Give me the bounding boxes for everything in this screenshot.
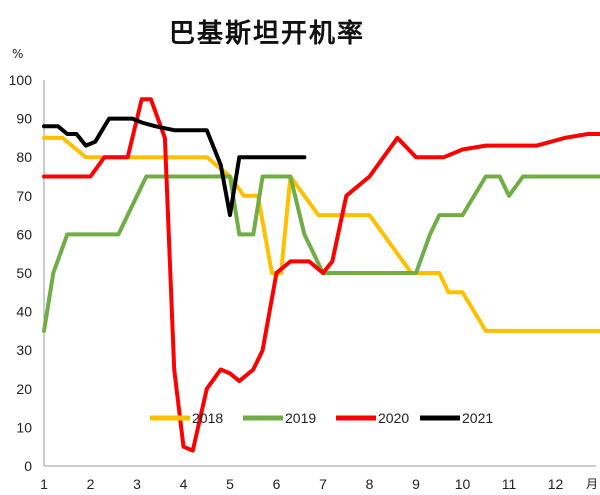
series-line-2021 — [42, 116, 307, 218]
y-tick-label: 40 — [16, 304, 32, 320]
y-tick-label: 50 — [16, 265, 32, 281]
x-tick-label: 7 — [319, 476, 327, 492]
x-tick-label: 8 — [366, 476, 374, 492]
x-tick-label: 10 — [455, 476, 471, 492]
x-tick-label: 2 — [87, 476, 95, 492]
x-axis-unit: 月 — [586, 477, 598, 491]
series-line-2018 — [42, 135, 600, 333]
series-layer — [42, 97, 600, 453]
x-tick-label: 4 — [180, 476, 188, 492]
legend-label-2020: 2020 — [378, 410, 409, 426]
y-axis-unit: % — [12, 47, 23, 61]
series-line-2020 — [42, 97, 600, 453]
x-tick-label: 1 — [40, 476, 48, 492]
x-tick-label: 11 — [502, 476, 517, 492]
legend-label-2019: 2019 — [285, 410, 316, 426]
chart-title: 巴基斯坦开机率 — [169, 18, 365, 49]
x-tick-label: 3 — [133, 476, 141, 492]
x-tick-label: 6 — [273, 476, 281, 492]
legend: 2018 2019 2020 2021 — [150, 410, 493, 426]
x-tick-labels: 1 2 3 4 5 6 7 8 9 10 11 12 — [40, 476, 563, 492]
series-line-2019 — [42, 174, 600, 333]
y-tick-label: 60 — [16, 226, 32, 242]
legend-label-2018: 2018 — [192, 410, 223, 426]
y-tick-label: 20 — [16, 381, 32, 397]
y-tick-labels: 0 10 20 30 40 50 60 70 80 90 100 — [9, 72, 33, 474]
legend-label-2021: 2021 — [462, 410, 493, 426]
y-tick-label: 30 — [16, 342, 32, 358]
y-tick-label: 70 — [16, 188, 32, 204]
y-tick-label: 10 — [16, 419, 32, 435]
y-tick-label: 90 — [16, 111, 32, 127]
x-tick-label: 5 — [226, 476, 234, 492]
y-tick-label: 0 — [24, 458, 32, 474]
x-tick-label: 9 — [412, 476, 420, 492]
y-tick-label: 100 — [9, 72, 33, 88]
x-tick-label: 12 — [548, 476, 564, 492]
y-tick-label: 80 — [16, 149, 32, 165]
